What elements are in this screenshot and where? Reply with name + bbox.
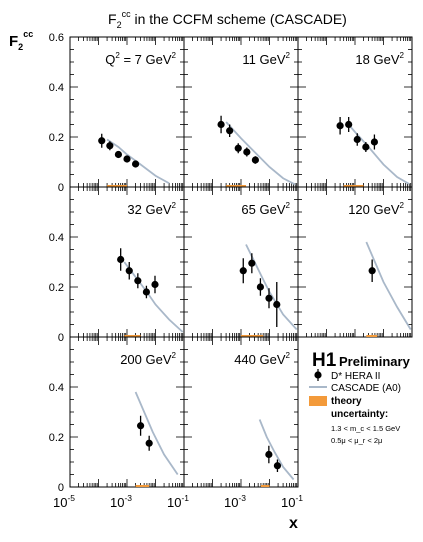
legend-brand: H1 [312, 350, 337, 371]
data-point [217, 120, 225, 129]
theory-band [366, 335, 378, 337]
y-tick-label: 0 [58, 482, 64, 494]
theory-band [343, 185, 364, 187]
x-tick-label: 10-1 [167, 493, 189, 510]
data-point [106, 142, 114, 150]
x-axis-label: x [289, 515, 298, 532]
y-axis-label: F2cc [9, 29, 33, 52]
legend-note-2: 0.5μ < μ_r < 2μ [331, 436, 382, 445]
y-tick-label: 0.6 [49, 32, 64, 44]
panel-label: 11 GeV2 [242, 51, 290, 67]
x-tick-label: 10-3 [224, 493, 246, 510]
panel-label: Q2 = 7 GeV2 [105, 51, 176, 67]
data-point [273, 300, 281, 309]
panel-7: 200 GeV2 [69, 336, 185, 488]
panels-group: Q2 = 7 GeV2 11 GeV2 18 GeV2 32 GeV2 65 GeV2 1… [69, 36, 413, 488]
data-point [265, 450, 273, 459]
y-tick-label: 0.2 [49, 132, 64, 144]
panel-8: 440 GeV2 [183, 336, 299, 488]
y-tick-label: 0.2 [49, 282, 64, 294]
panel-5: 65 GeV2 [183, 186, 299, 338]
panel-2: 11 GeV2 [183, 36, 299, 188]
model-curve [258, 419, 295, 481]
model-curve [245, 244, 298, 331]
theory-band [107, 185, 127, 187]
legend-note-1: 1.3 < m_c < 1.5 GeV [331, 424, 400, 433]
data-point [362, 143, 370, 151]
model-curve [134, 391, 179, 476]
data-point [256, 283, 265, 291]
legend: H1 Preliminary D* HERA II CASCADE (A0) t… [309, 350, 411, 445]
data-point [131, 160, 140, 168]
panel-label: 18 GeV2 [355, 51, 404, 67]
data-point [142, 288, 151, 296]
y-tick-label: 0.4 [49, 232, 64, 244]
data-point [273, 462, 282, 470]
y-tick-label: 0.2 [49, 432, 64, 444]
data-point [248, 259, 256, 267]
x-tick-label: 10-5 [53, 493, 75, 510]
data-point [265, 294, 273, 302]
panel-6: 120 GeV2 [297, 186, 413, 338]
y-tick-label: 0.4 [49, 382, 64, 394]
panel-label: 32 GeV2 [127, 201, 176, 217]
legend-status: Preliminary [339, 354, 411, 369]
data-point [353, 135, 361, 144]
panel-3: 18 GeV2 [297, 36, 413, 188]
data-point [234, 144, 242, 152]
panel-label: 65 GeV2 [241, 201, 290, 217]
theory-band [226, 185, 247, 187]
data-point [114, 150, 123, 159]
data-point [368, 267, 376, 275]
legend-model-label: CASCADE (A0) [331, 383, 401, 394]
model-curve [106, 138, 170, 185]
legend-band-swatch [309, 396, 327, 406]
data-point [151, 280, 159, 289]
panel-1: Q2 = 7 GeV2 [69, 36, 185, 188]
figure-title: F2cc in the CCFM scheme (CASCADE) [108, 9, 347, 30]
data-point [123, 155, 131, 163]
model-curve [345, 121, 410, 185]
y-tick-label: 0 [58, 332, 64, 344]
model-curve [123, 261, 184, 333]
data-point [136, 422, 145, 430]
data-point [251, 156, 259, 164]
data-point [98, 137, 106, 145]
legend-band-label-1: theory [331, 396, 362, 407]
theory-band [260, 485, 270, 487]
y-tick-label: 0.4 [49, 82, 64, 94]
data-point [134, 277, 142, 285]
axis-tick-labels: 0 0.2 0.4 0.6 0 0.2 0.4 0 0.2 0.4 10-5 10-3 10-1 10-3… [49, 32, 304, 510]
data-point [145, 439, 153, 447]
model-curve [365, 241, 412, 330]
theory-band [241, 335, 264, 337]
data-point [370, 138, 379, 146]
legend-band-label-2: uncertainty: [331, 409, 388, 420]
data-point [117, 255, 125, 264]
data-point [125, 267, 133, 275]
data-point [239, 267, 247, 275]
data-point [336, 122, 344, 130]
data-point [243, 148, 251, 156]
panel-label: 440 GeV2 [234, 351, 290, 367]
x-tick-label: 10-3 [110, 493, 132, 510]
panel-label: 120 GeV2 [348, 201, 404, 217]
model-curve [225, 121, 296, 186]
panel-label: 200 GeV2 [120, 351, 176, 367]
legend-data-label: D* HERA II [331, 371, 380, 382]
y-tick-label: 0 [58, 182, 64, 194]
data-point [345, 120, 353, 129]
theory-band [124, 335, 141, 337]
x-tick-label: 10-1 [281, 493, 303, 510]
theory-band [135, 485, 150, 487]
panel-4: 32 GeV2 [69, 186, 185, 338]
data-point [226, 127, 234, 135]
